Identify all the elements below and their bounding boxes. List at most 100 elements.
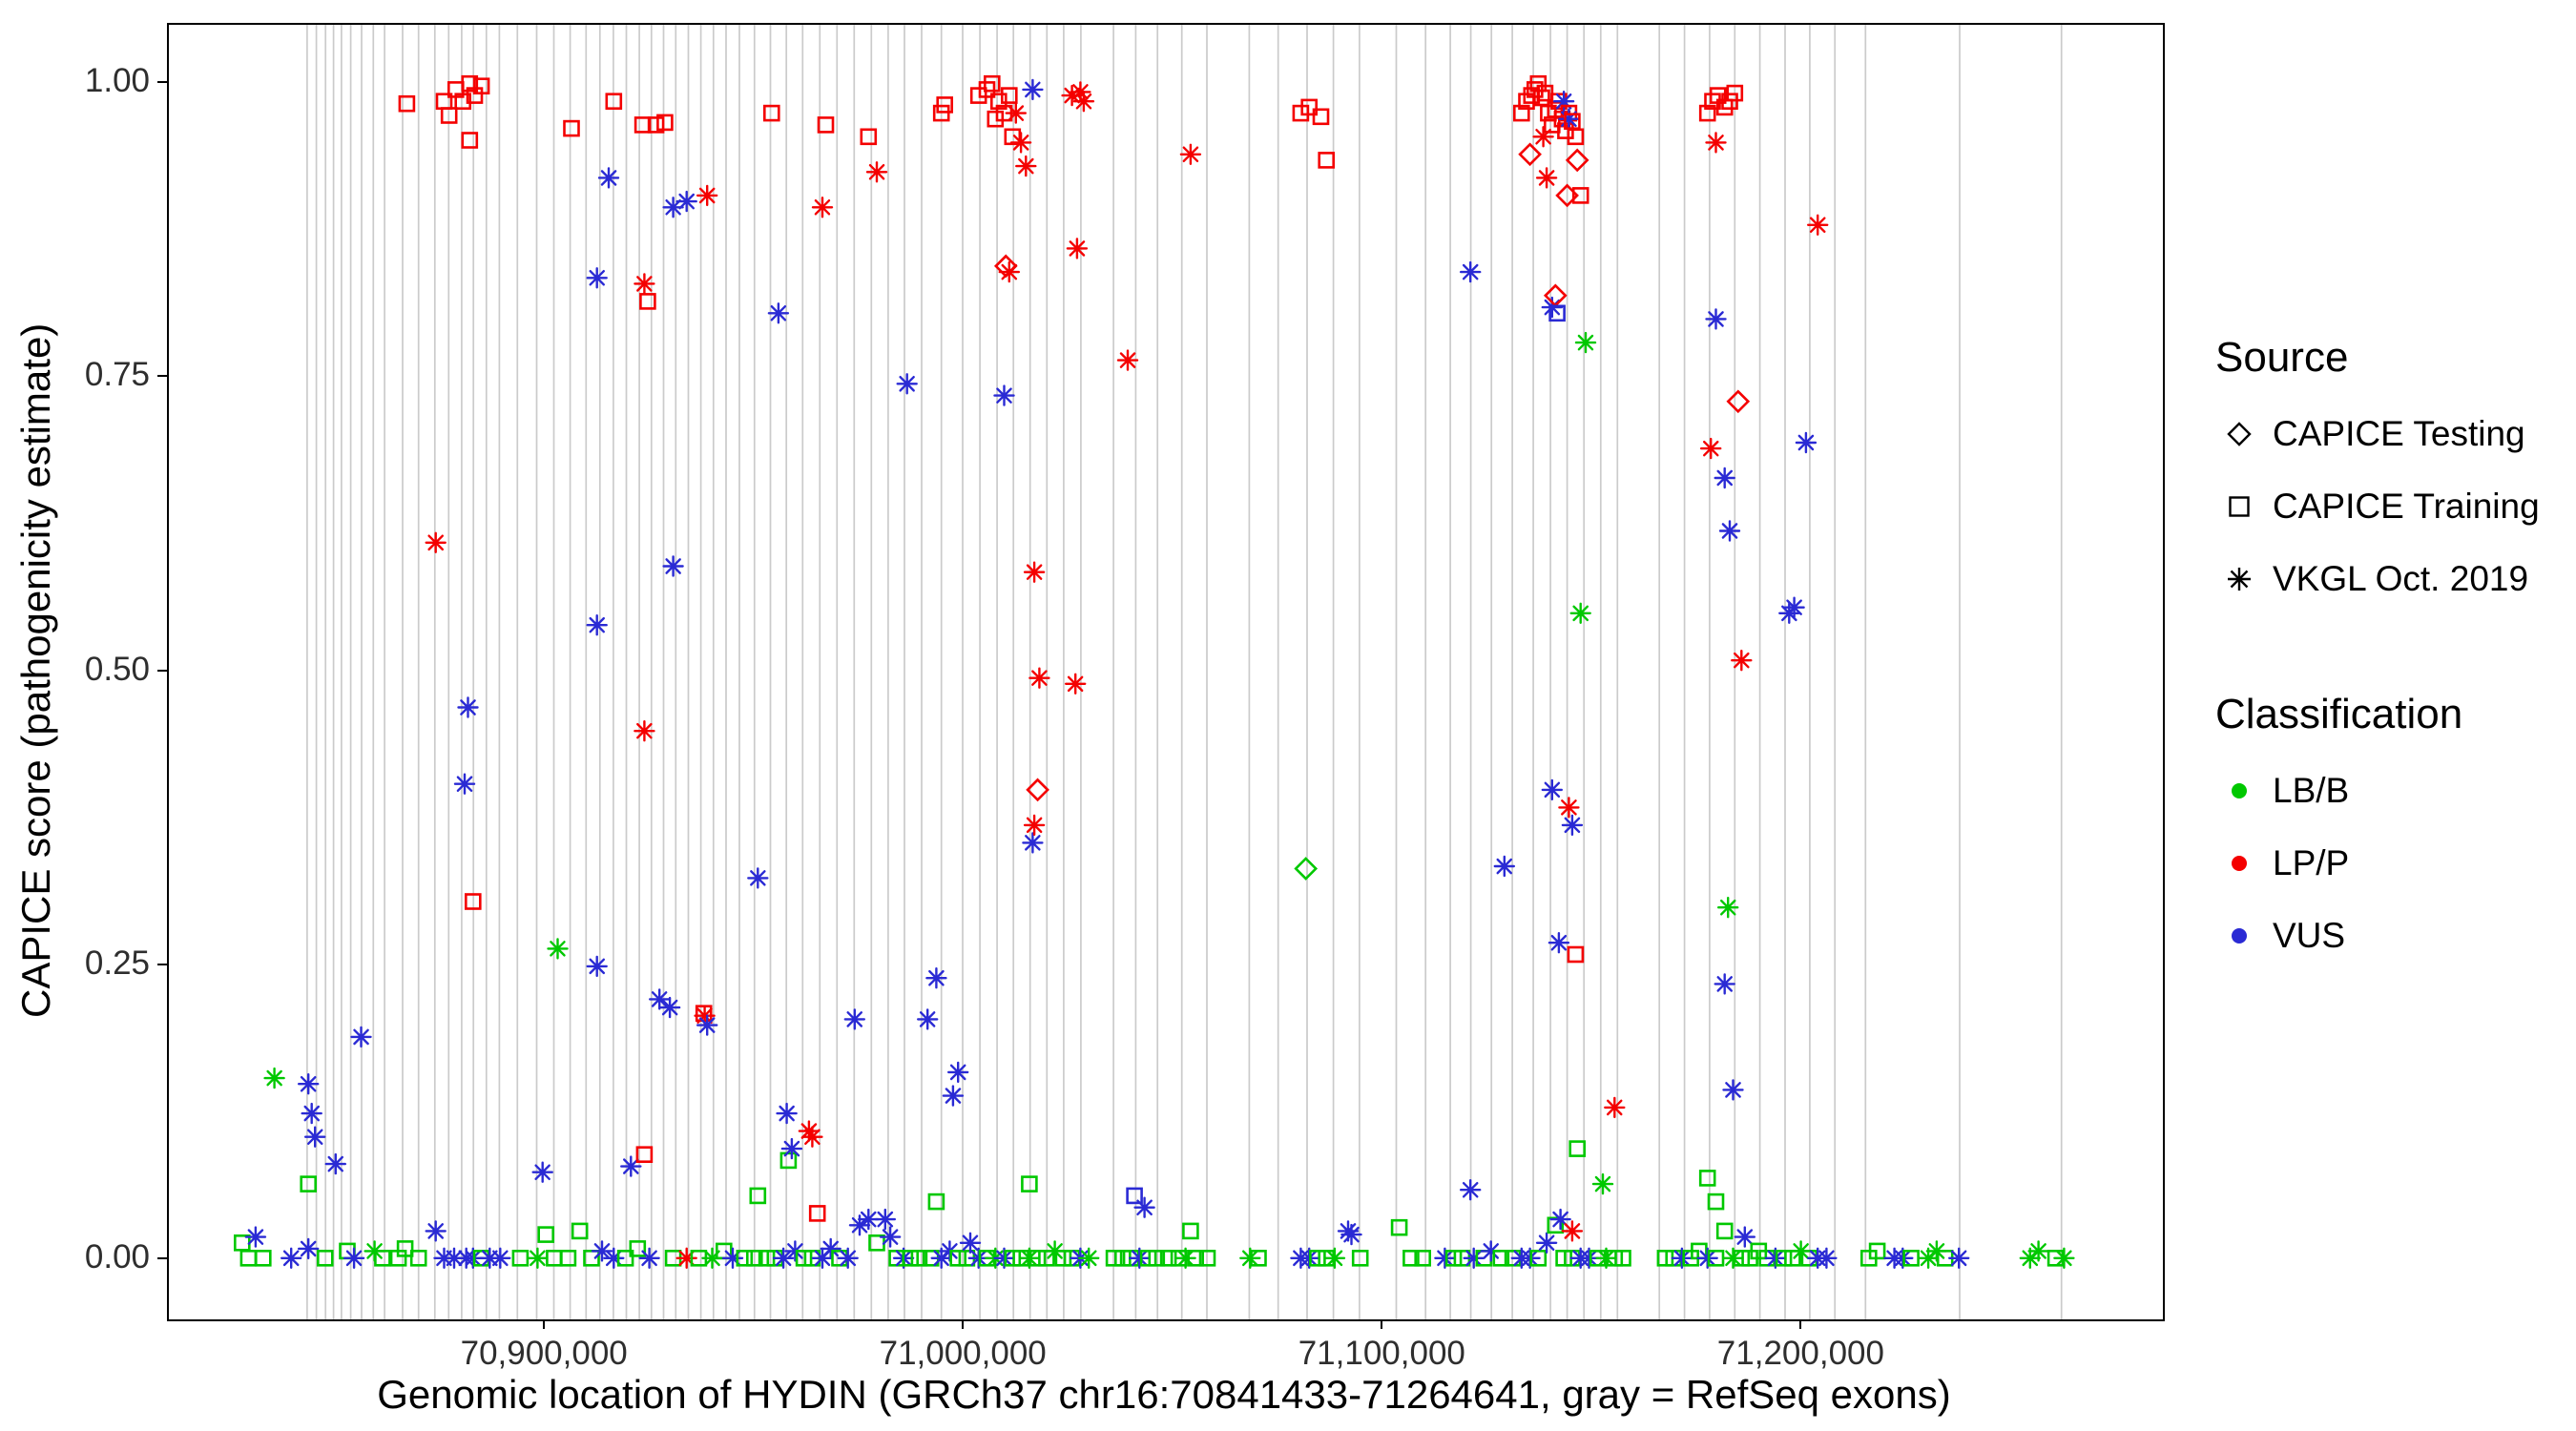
point-square <box>1004 128 1022 146</box>
point-asterisk <box>993 384 1015 406</box>
y-axis-tick <box>157 669 167 672</box>
point-diamond <box>1294 857 1319 881</box>
point-asterisk <box>1340 1223 1362 1246</box>
point-square <box>454 93 472 110</box>
point-asterisk <box>1591 1172 1614 1195</box>
point-square <box>927 1192 945 1211</box>
point-square <box>1547 1216 1565 1234</box>
point-asterisk <box>1323 1247 1346 1270</box>
point-asterisk <box>301 1102 322 1125</box>
point-square <box>1726 84 1744 102</box>
point-asterisk <box>1541 778 1564 801</box>
point-asterisk <box>998 260 1020 283</box>
square-icon <box>2212 489 2267 524</box>
point-asterisk <box>1734 1226 1756 1248</box>
point-asterisk <box>879 1226 902 1248</box>
point-square <box>639 293 656 310</box>
point-asterisk <box>1015 155 1037 177</box>
point-asterisk <box>896 373 918 395</box>
legend: Source CAPICE Testing CAPICE Training <box>2212 334 2572 988</box>
point-asterisk <box>1714 467 1735 489</box>
plot-panel <box>167 23 2165 1321</box>
point-square <box>779 1151 798 1170</box>
point-asterisk <box>1129 1247 1151 1270</box>
point-square <box>472 77 490 95</box>
point-asterisk <box>1705 132 1727 154</box>
point-asterisk <box>675 190 697 213</box>
plot-area-svg <box>234 25 2075 1319</box>
point-asterisk <box>1066 238 1089 259</box>
x-axis-tick <box>1381 1319 1383 1329</box>
legend-item-vkgl: VKGL Oct. 2019 <box>2212 559 2572 599</box>
point-square <box>817 116 835 134</box>
point-square <box>1567 128 1585 146</box>
green-dot-icon <box>2212 774 2267 808</box>
point-asterisk <box>1578 1247 1600 1270</box>
point-asterisk <box>350 1026 372 1048</box>
point-square <box>537 1226 555 1243</box>
point-asterisk <box>1023 814 1046 837</box>
x-axis-tick <box>543 1319 546 1329</box>
point-asterisk <box>280 1247 302 1270</box>
point-square <box>1513 104 1530 122</box>
point-asterisk <box>638 1247 660 1270</box>
y-axis: 1.00 0.75 0.50 0.25 0.00 <box>52 23 167 1317</box>
point-square <box>1198 1250 1216 1267</box>
point-square <box>461 132 479 149</box>
legend-label-vus: VUS <box>2273 916 2346 955</box>
point-square <box>629 1240 647 1257</box>
point-asterisk <box>649 988 671 1010</box>
y-axis-tick <box>157 80 167 83</box>
point-asterisk <box>1718 520 1741 542</box>
point-asterisk <box>947 1061 969 1084</box>
point-asterisk <box>1072 90 1095 113</box>
point-square <box>440 107 458 124</box>
point-square <box>808 1205 826 1222</box>
point-asterisk <box>244 1226 267 1248</box>
point-asterisk <box>1806 214 1829 237</box>
point-square <box>374 1250 391 1267</box>
point-asterisk <box>784 1240 806 1262</box>
blue-dot-icon <box>2212 919 2267 953</box>
legend-source-title: Source <box>2215 334 2349 381</box>
point-asterisk <box>874 1208 896 1231</box>
point-asterisk <box>837 1247 859 1270</box>
point-square <box>464 893 482 910</box>
legend-item-vus: VUS <box>2212 916 2572 956</box>
point-asterisk <box>425 1220 447 1242</box>
point-square <box>1318 152 1335 169</box>
point-square <box>1698 104 1716 122</box>
point-square <box>563 119 580 137</box>
point-asterisk <box>1532 126 1554 148</box>
point-square <box>1021 1175 1038 1192</box>
point-asterisk <box>1022 832 1044 854</box>
point-asterisk <box>1548 932 1570 954</box>
point-square <box>987 110 1005 128</box>
point-asterisk <box>453 773 476 795</box>
point-asterisk <box>324 1152 347 1175</box>
point-asterisk <box>1459 260 1482 283</box>
point-asterisk <box>1005 102 1027 124</box>
point-asterisk <box>1705 308 1727 330</box>
point-square <box>989 93 1008 110</box>
point-asterisk <box>1179 143 1202 166</box>
point-asterisk <box>586 267 608 289</box>
asterisk-icon <box>2212 562 2267 596</box>
point-square <box>1312 108 1330 126</box>
point-asterisk <box>1595 1247 1617 1270</box>
y-tick-label: 0.00 <box>84 1238 150 1276</box>
point-square <box>300 1175 317 1192</box>
y-tick-label: 0.50 <box>84 650 150 688</box>
x-axis-tick <box>1799 1319 1802 1329</box>
legend-label-lpp: LP/P <box>2273 843 2350 882</box>
point-square <box>1614 1250 1631 1267</box>
point-asterisk <box>462 1247 484 1270</box>
point-asterisk <box>1795 431 1818 454</box>
point-square <box>983 74 1001 93</box>
point-square <box>1390 1218 1408 1236</box>
point-asterisk <box>1574 331 1597 354</box>
point-square <box>910 1250 928 1267</box>
legend-item-capice-training: CAPICE Training <box>2212 487 2572 527</box>
legend-label-vkgl: VKGL Oct. 2019 <box>2273 559 2529 598</box>
point-asterisk <box>925 967 947 989</box>
